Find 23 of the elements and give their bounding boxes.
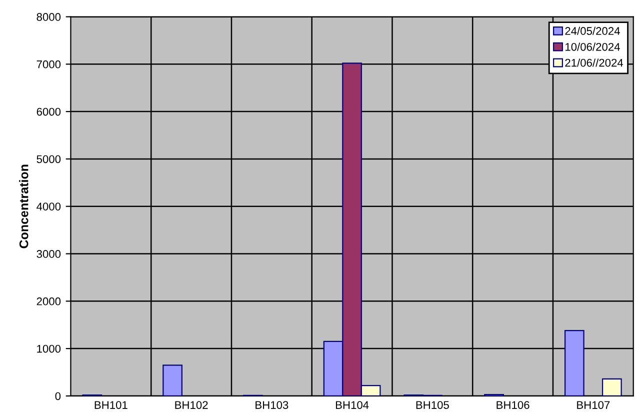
legend-label: 21/06//2024 — [565, 58, 624, 67]
x-tick-label: BH101 — [94, 401, 128, 409]
y-tick-label: 3000 — [36, 250, 61, 258]
legend-label: 10/06/2024 — [566, 42, 620, 51]
y-tick-label: 1000 — [37, 344, 61, 353]
x-tick-label: BH103 — [256, 401, 288, 409]
y-tick-label: 7000 — [36, 60, 61, 68]
y-tick-label: 8000 — [36, 13, 61, 21]
legend-label: 24/05/2024 — [565, 26, 620, 35]
y-tick-label: 5000 — [36, 155, 61, 164]
y-tick-label: 0 — [55, 392, 61, 400]
x-tick-label: BH106 — [496, 401, 530, 409]
y-tick-label: 6000 — [36, 108, 61, 116]
x-tick-label: BH104 — [336, 401, 369, 409]
x-tick-label: BH102 — [175, 401, 208, 409]
x-tick-label: BH107 — [577, 401, 610, 409]
x-tick-label: BH105 — [416, 401, 449, 409]
y-tick-label: 4000 — [36, 202, 61, 210]
bar — [162, 364, 182, 396]
bar — [602, 378, 622, 396]
bar — [564, 330, 584, 396]
y-tick-label: 2000 — [36, 297, 61, 306]
y-axis-title: Concentration — [19, 164, 28, 248]
